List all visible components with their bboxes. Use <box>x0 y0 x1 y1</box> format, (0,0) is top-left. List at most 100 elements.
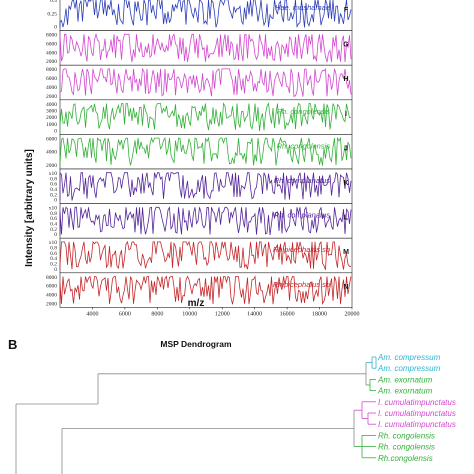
panel-letter: N <box>343 284 348 291</box>
panel-frame <box>59 168 353 204</box>
y-tick-label: 0.5 <box>50 0 57 4</box>
spectrum-series-line <box>59 102 352 132</box>
x-axis-title: m/z <box>188 298 205 309</box>
spectrum-panel-h: 8000 6000 4000 2000 H <box>46 64 353 101</box>
species-label: Rh. congolensis <box>277 141 331 150</box>
x-tick-label: 16000 <box>280 311 295 317</box>
dendrogram-leaf-label: Am. compressum <box>377 364 441 373</box>
panel-letter: I <box>345 111 347 118</box>
dendrogram-leaf-label: I. cumulatimpunctatus <box>378 398 456 407</box>
y-tick-label: 4000 <box>46 293 57 299</box>
y-tick-label: 6000 <box>46 284 57 290</box>
x-axis-ticks: 4000 6000 8000 10000 12000 14000 16000 18000 200… <box>86 307 360 317</box>
y-tick-label: 2000 <box>46 94 57 100</box>
y-tick-label: 0.2 <box>50 262 57 268</box>
dendrogram-title: MSP Dendrogram <box>160 339 232 349</box>
species-label: Rhipicephalus sp <box>273 245 330 254</box>
y-tick-label: 4000 <box>46 150 57 156</box>
y-axis-title: Intensity [arbitrary units] <box>24 149 35 267</box>
species-label: Hae. mushamae <box>275 3 330 12</box>
y-tick-label: 6000 <box>46 136 57 142</box>
panel-letter: G <box>343 42 349 49</box>
y-tick-label: 8000 <box>46 33 57 39</box>
panel-letter: L <box>344 215 349 222</box>
y-tick-label: x10 <box>49 206 58 212</box>
msp-dendrogram: Am. compressum Am. compressum Am. exornatu… <box>15 353 456 474</box>
y-tick-label: 2000 <box>46 163 57 169</box>
species-label: Rh. complanatus <box>274 176 331 185</box>
species-label: Rh. complanatus <box>274 211 331 220</box>
y-tick-label: 0 <box>54 232 57 238</box>
section-letter-b: B <box>8 337 17 352</box>
spectrum-series-line <box>59 67 352 97</box>
panel-letter: M <box>343 249 349 256</box>
dendrogram-leaf-label: Rh. congolensis <box>378 443 435 452</box>
y-tick-label: 0 <box>54 198 57 204</box>
x-tick-label: 12000 <box>215 311 230 317</box>
panel-letter: K <box>343 180 348 187</box>
x-tick-label: 6000 <box>119 311 131 317</box>
spectrum-panel-g: 8000 6000 4000 2000 G <box>46 30 353 66</box>
y-tick-label: 6000 <box>46 42 57 48</box>
y-tick-label: 0.2 <box>50 227 57 233</box>
y-tick-label: 0 <box>54 25 57 31</box>
x-tick-label: 14000 <box>247 311 262 317</box>
y-tick-label: 0.8 <box>50 211 57 217</box>
y-tick-label: 0 <box>54 267 57 273</box>
spectrum-series-line <box>59 275 352 305</box>
y-tick-label: 0.8 <box>50 246 57 252</box>
y-tick-label: x10 <box>49 240 58 246</box>
spectrum-series-line <box>59 136 352 166</box>
dendrogram-leaf-label: Rh.congolensis <box>378 454 433 463</box>
y-tick-label: x10 <box>49 171 58 177</box>
spectrum-panel-n: 8000 6000 4000 2000 Rhipicephalus sp N <box>46 272 353 308</box>
x-tick-label: 18000 <box>312 311 327 317</box>
spectrum-series-line <box>59 171 352 201</box>
dendrogram-leaf-label: I. cumulatimpunctatus <box>378 409 456 418</box>
y-tick-label: 2000 <box>46 59 57 65</box>
dendrogram-leaf-label: I. cumulatimpunctatus <box>378 420 456 429</box>
y-tick-label: 0 <box>54 128 57 134</box>
spectrum-series-line <box>59 240 352 270</box>
y-tick-label: 0.2 <box>50 192 57 198</box>
x-tick-label: 8000 <box>151 311 163 317</box>
dendrogram-leaf-label: Rh. congolensis <box>378 431 435 440</box>
y-tick-label: 0.4 <box>50 256 57 262</box>
y-tick-label: 8000 <box>46 67 57 73</box>
x-tick-label: 20000 <box>345 311 360 317</box>
y-tick-label: 4000 <box>46 50 57 56</box>
panel-frame <box>59 272 353 308</box>
spectrum-series-line <box>59 32 352 63</box>
y-tick-label: 4000 <box>46 85 57 91</box>
y-tick-label: 0.8 <box>50 176 57 182</box>
y-tick-label: 2000 <box>46 301 57 307</box>
y-tick-label: 0.6 <box>50 182 57 188</box>
y-tick-label: 8000 <box>46 275 57 281</box>
dendrogram-leaf-label: Am. compressum <box>377 353 441 362</box>
panel-letter: F <box>344 7 349 14</box>
species-label: Rhipicephalus sp <box>273 280 330 289</box>
y-tick-label: 0.4 <box>50 222 57 228</box>
y-tick-label: 1000 <box>46 122 57 128</box>
spectrum-series-line <box>59 206 352 236</box>
dendrogram-leaf-label: Am. exornatum <box>377 375 433 384</box>
y-tick-label: 3000 <box>46 109 57 115</box>
dendrogram-leaf-label: Am. exornatum <box>377 387 433 396</box>
species-label: Rh. congolensis <box>277 107 331 116</box>
y-tick-label: 0.6 <box>50 251 57 257</box>
x-tick-label: 10000 <box>182 311 197 317</box>
y-tick-label: 0.6 <box>50 216 57 222</box>
y-tick-label: 4000 <box>46 102 57 108</box>
spectrum-panel-j: 6000 4000 2000 Rh. congolensis J <box>46 134 353 170</box>
y-tick-label: 6000 <box>46 76 57 82</box>
y-tick-label: 0.25 <box>47 11 57 17</box>
spectrum-series-line <box>59 0 352 29</box>
panel-letter: J <box>344 145 348 152</box>
spectrum-panel-f: 0.5 0.25 0 Hae. mushamae F <box>47 0 353 31</box>
